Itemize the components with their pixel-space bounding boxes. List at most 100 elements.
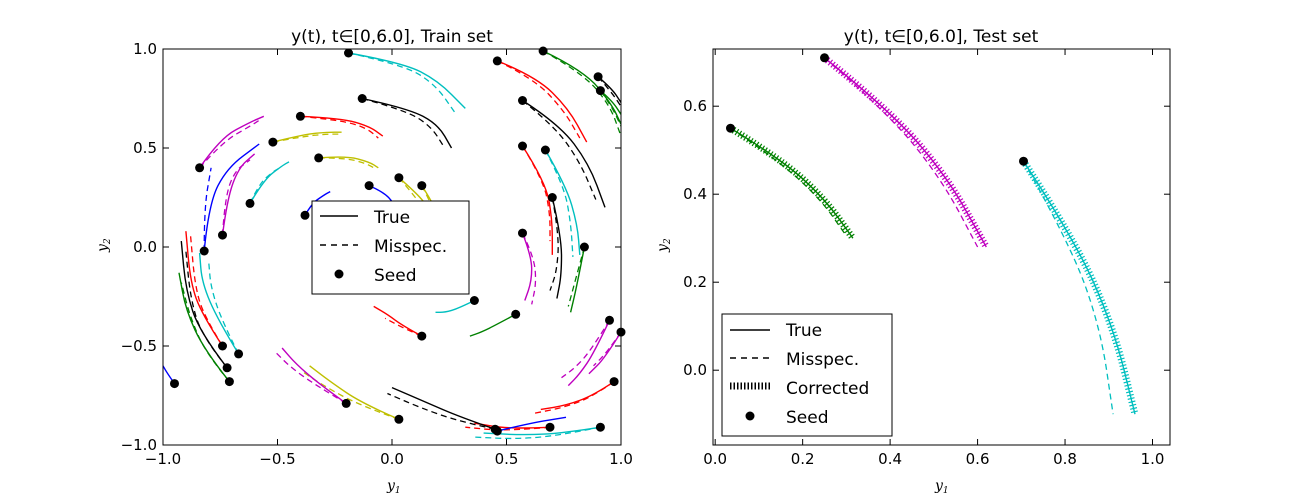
traj-15-misspec-line xyxy=(599,90,621,127)
traj-38-true-line xyxy=(435,299,475,313)
traj-40-true-line xyxy=(373,305,423,337)
traj-30-seed-point xyxy=(234,349,244,359)
test-1-misspec-line xyxy=(730,127,847,237)
traj-5-misspec-line xyxy=(318,157,375,169)
traj-3-seed-point xyxy=(295,111,305,121)
traj-16-seed-point xyxy=(540,145,550,155)
traj-13-seed-point xyxy=(538,46,548,56)
traj-30-misspec-line xyxy=(208,262,240,355)
traj-36-seed-point xyxy=(394,173,404,183)
traj-29-misspec-line xyxy=(274,351,347,404)
test-2-seed-point xyxy=(820,53,829,63)
train-plot-area xyxy=(163,46,626,440)
traj-18-true-line xyxy=(551,197,563,299)
traj-27-true-line xyxy=(391,386,496,430)
legend-true-label: True xyxy=(785,321,822,341)
traj-18-misspec-line xyxy=(549,197,559,291)
traj-22-true-line xyxy=(588,331,621,375)
traj-33-seed-point xyxy=(224,377,234,387)
traj-12-misspec-line xyxy=(497,60,581,139)
traj-2-misspec-line xyxy=(362,97,446,149)
y-tick-label: 0.0 xyxy=(133,238,157,256)
traj-33-true-line xyxy=(178,272,230,383)
y-tick-label: 1.0 xyxy=(133,40,157,58)
y-tick-label: 0.4 xyxy=(683,185,707,203)
test-3-corrected-line xyxy=(1020,159,1139,416)
test-ylabel: y2 xyxy=(655,238,673,253)
test-axes-frame xyxy=(712,48,1171,446)
test-panel: y(t), t∈[0,6.0], Test set 0.0 0.2 0.4 0.6 0.… xyxy=(655,27,1171,495)
legend-seed-marker xyxy=(745,411,755,421)
traj-19-true-line xyxy=(569,246,586,313)
traj-13-misspec-line xyxy=(542,50,621,137)
test-1-corrected-line xyxy=(728,125,856,241)
legend-corrected-label: Corrected xyxy=(786,379,869,399)
x-tick-label: −1.0 xyxy=(145,450,181,468)
traj-21-true-line xyxy=(567,319,611,387)
x-tick-label: 1.0 xyxy=(1141,450,1165,468)
traj-8-seed-point xyxy=(218,230,227,240)
traj-23-seed-point xyxy=(609,377,619,387)
test-3-seed-point xyxy=(1019,156,1028,166)
y-tick-label: 0.6 xyxy=(683,97,707,115)
legend-misspec-label: Misspec. xyxy=(786,350,859,370)
traj-2-true-line xyxy=(362,97,453,149)
traj-4-seed-point xyxy=(268,137,278,147)
train-xlabel: y1 xyxy=(386,478,401,495)
x-tick-label: 0.6 xyxy=(966,450,990,468)
traj-23-true-line xyxy=(540,381,615,411)
x-tick-label: 0.0 xyxy=(703,450,727,468)
train-ylabel: y2 xyxy=(95,238,113,253)
traj-38-seed-point xyxy=(469,296,479,305)
legend-seed-label: Seed xyxy=(786,408,829,428)
test-2-true-line xyxy=(824,57,987,248)
traj-30-true-line xyxy=(198,252,240,355)
train-panel: y(t), t∈[0,6.0], Train set −1.0 −0.5 0.0 0.… xyxy=(95,27,633,495)
legend-seed-marker xyxy=(334,269,344,279)
traj-6-seed-point xyxy=(195,163,205,173)
x-tick-label: 0.5 xyxy=(495,450,519,468)
traj-25-seed-point xyxy=(545,422,555,432)
traj-16-true-line xyxy=(544,149,581,255)
traj-1-true-line xyxy=(348,52,466,109)
test-1-true-line xyxy=(730,127,854,239)
test-2-misspec-line xyxy=(824,57,979,248)
x-tick-label: 0.4 xyxy=(878,450,902,468)
test-ticks: 0.0 0.2 0.4 0.6 0.8 1.0 0.0 0.2 0.4 0.6 xyxy=(683,49,1170,468)
traj-34-seed-point xyxy=(170,379,179,389)
traj-20-true-line xyxy=(521,232,533,301)
y-tick-label: 0.5 xyxy=(133,139,157,157)
traj-10-true-line xyxy=(304,190,331,216)
traj-15-seed-point xyxy=(595,86,605,96)
traj-29-seed-point xyxy=(341,398,351,408)
y-tick-label: 0.2 xyxy=(683,273,707,291)
traj-2-seed-point xyxy=(357,94,367,103)
traj-7-true-line xyxy=(203,143,260,252)
traj-40-seed-point xyxy=(417,331,427,341)
traj-1-seed-point xyxy=(344,48,353,58)
traj-27-misspec-line xyxy=(387,392,496,430)
y-tick-label: −1.0 xyxy=(121,436,157,454)
traj-6-true-line xyxy=(199,115,265,169)
y-tick-label: 0.0 xyxy=(683,361,707,379)
traj-7-misspec-line xyxy=(203,167,212,252)
traj-4-true-line xyxy=(272,131,342,143)
test-3-misspec-line xyxy=(1022,160,1114,415)
traj-12-seed-point xyxy=(492,56,502,66)
traj-11-seed-point xyxy=(518,96,527,105)
traj-21-misspec-line xyxy=(561,319,611,379)
traj-9-misspec-line xyxy=(249,167,281,204)
traj-9-true-line xyxy=(249,161,290,204)
traj-1-misspec-line xyxy=(348,52,457,115)
traj-21-seed-point xyxy=(605,315,614,325)
traj-22-misspec-line xyxy=(593,331,621,367)
traj-19-seed-point xyxy=(579,242,589,252)
traj-4-misspec-line xyxy=(272,133,340,143)
traj-28-misspec-line xyxy=(302,371,400,420)
traj-12-true-line xyxy=(497,60,588,143)
traj-25-misspec-line xyxy=(465,426,551,431)
traj-27-seed-point xyxy=(490,424,500,434)
traj-20-seed-point xyxy=(518,228,527,238)
traj-10-seed-point xyxy=(300,210,310,220)
traj-11-true-line xyxy=(522,99,606,208)
